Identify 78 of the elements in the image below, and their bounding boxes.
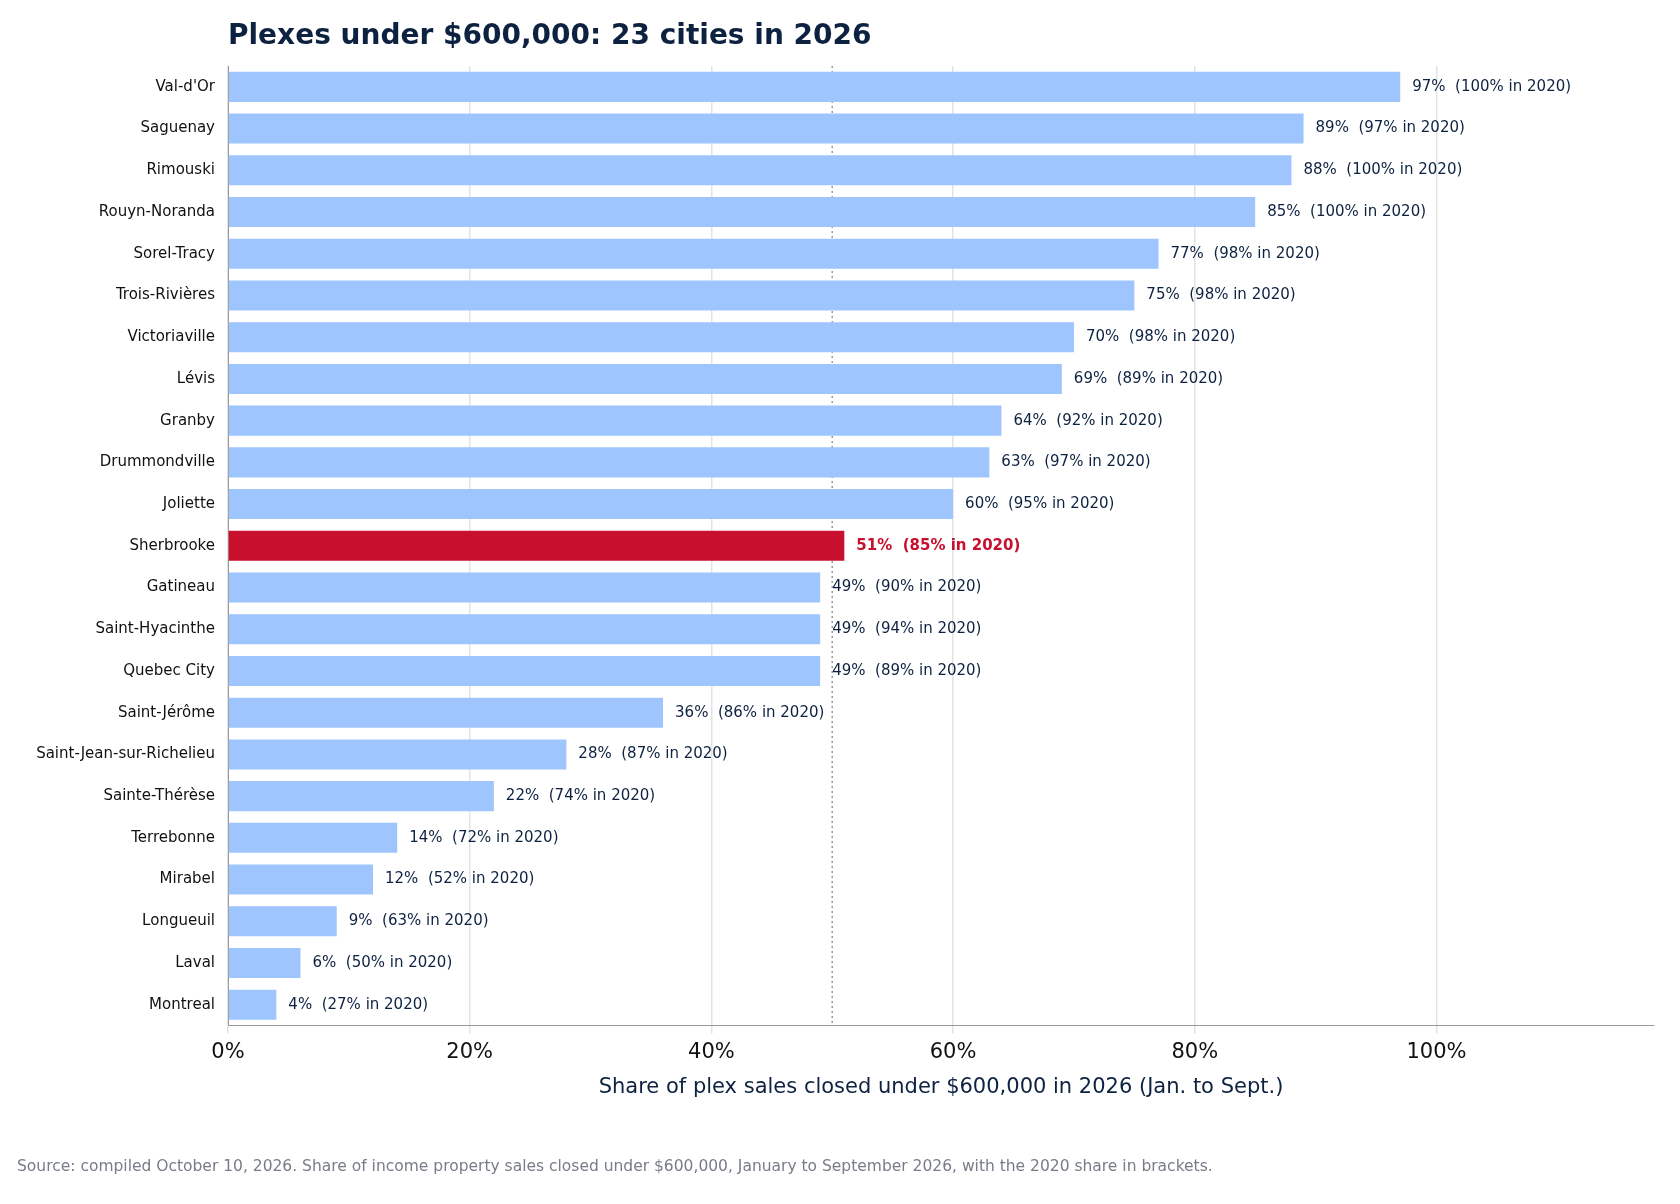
bar [228, 572, 821, 603]
data-label: 85% (100% in 2020) [1267, 201, 1427, 220]
bar [228, 363, 1062, 394]
y-tick-label: Rimouski [146, 160, 215, 179]
y-tick-label: Saint-Jérôme [117, 702, 215, 721]
bar [228, 489, 954, 520]
bar [228, 530, 845, 561]
bar [228, 280, 1135, 311]
y-tick-label: Saint-Hyacinthe [95, 619, 215, 638]
bar [228, 197, 1256, 228]
y-tick-label: Drummondville [99, 452, 215, 471]
y-tick-label: Montreal [149, 994, 215, 1013]
data-label: 89% (97% in 2020) [1315, 118, 1465, 137]
data-label: 60% (95% in 2020) [965, 493, 1115, 512]
y-tick-label: Sainte-Thérèse [103, 786, 215, 805]
x-tick-label: 40% [688, 1038, 735, 1063]
bar [228, 655, 821, 686]
y-tick-label: Sorel-Tracy [133, 243, 216, 262]
x-tick-label: 20% [446, 1038, 494, 1063]
x-axis-title: Share of plex sales closed under $600,000 in 2026 (Jan. to Sept.) [598, 1073, 1284, 1098]
data-label: 4% (27% in 2020) [288, 994, 429, 1013]
x-tick-label: 100% [1406, 1038, 1467, 1063]
data-label: 97% (100% in 2020) [1412, 76, 1572, 95]
data-label: 88% (100% in 2020) [1303, 160, 1463, 179]
data-label: 36% (86% in 2020) [675, 702, 825, 721]
bar [228, 989, 277, 1020]
data-label: 75% (98% in 2020) [1146, 285, 1296, 304]
y-tick-label: Mirabel [159, 869, 215, 888]
bar [228, 155, 1292, 186]
y-tick-label: Granby [160, 410, 216, 429]
data-label: 22% (74% in 2020) [505, 786, 656, 805]
data-label: 77% (98% in 2020) [1170, 243, 1320, 262]
bar [228, 697, 664, 728]
y-tick-label: Terrebonne [130, 827, 215, 846]
bar [228, 238, 1159, 269]
data-label: 49% (94% in 2020) [832, 619, 982, 638]
data-label: 70% (98% in 2020) [1085, 327, 1236, 346]
bar [228, 948, 301, 979]
y-tick-label: Gatineau [146, 577, 215, 596]
y-tick-label: Victoriaville [127, 327, 215, 346]
bar [228, 614, 821, 645]
y-tick-label: Lévis [176, 368, 216, 387]
bar [228, 405, 1002, 436]
y-tick-label: Trois-Rivières [114, 285, 216, 304]
bar [228, 906, 337, 937]
y-tick-label: Rouyn-Noranda [98, 201, 215, 220]
data-label: 49% (89% in 2020) [832, 660, 982, 679]
source-note: Source: compiled October 10, 2026. Share of income property sales closed under $600,000, January to September 2026, with the 2020 share in brackets. [17, 1157, 1214, 1176]
bar [228, 781, 494, 812]
y-tick-label: Joliette [161, 493, 215, 512]
data-label: 28% (87% in 2020) [578, 744, 728, 763]
data-label: 51% (85% in 2020) [856, 535, 1021, 554]
bar [228, 113, 1304, 144]
data-label: 12% (52% in 2020) [385, 869, 535, 888]
data-label: 69% (89% in 2020) [1073, 368, 1224, 387]
x-tick-label: 0% [211, 1038, 245, 1063]
data-label: 14% (72% in 2020) [409, 827, 559, 846]
bar [228, 71, 1401, 102]
data-label: 64% (92% in 2020) [1013, 410, 1163, 429]
bar [228, 864, 374, 895]
y-tick-label: Saint-Jean-sur-Richelieu [36, 744, 215, 763]
data-label: 9% (63% in 2020) [348, 911, 489, 930]
y-tick-label: Laval [175, 952, 215, 971]
data-label: 6% (50% in 2020) [312, 952, 453, 971]
data-label: 63% (97% in 2020) [1001, 452, 1151, 471]
x-tick-label: 60% [929, 1038, 977, 1063]
y-tick-label: Longueuil [142, 911, 215, 930]
bar [228, 822, 398, 853]
chart-title: Plexes under $600,000: 23 cities in 2026 [228, 18, 872, 51]
bar [228, 739, 567, 770]
y-tick-label: Saguenay [140, 118, 216, 137]
bar [228, 322, 1074, 353]
bar [228, 447, 990, 478]
x-tick-label: 80% [1171, 1038, 1219, 1063]
y-tick-label: Val-d'Or [155, 76, 216, 95]
data-label: 49% (90% in 2020) [832, 577, 982, 596]
y-tick-label: Quebec City [123, 660, 216, 679]
y-tick-label: Sherbrooke [129, 535, 215, 554]
